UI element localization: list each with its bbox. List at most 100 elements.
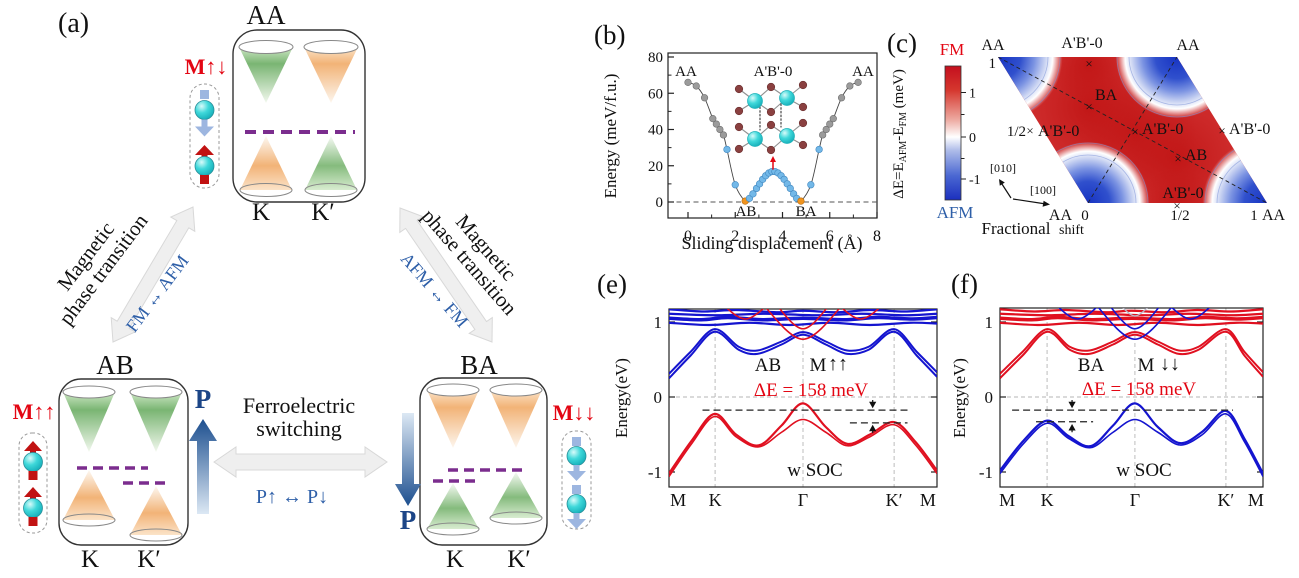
aa-title: AA xyxy=(247,0,286,30)
diagonal-dashed-1 xyxy=(998,57,1267,203)
frac-half-bottom: 1/2 xyxy=(1170,208,1189,224)
plot-frame xyxy=(667,52,878,219)
kpath-label: K xyxy=(1041,490,1054,510)
frac-1-tl: 1 xyxy=(989,56,997,72)
plot-frame xyxy=(999,307,1264,488)
fm-label: FM xyxy=(940,40,965,59)
valley-splitting-markers xyxy=(1012,400,1234,433)
ylabel: Energy (meV/f.u.) xyxy=(601,74,620,199)
ab-spin-capsule: M↑↑ xyxy=(13,399,56,534)
band-structure xyxy=(669,309,937,477)
ferroelectric-switching-arrow xyxy=(213,446,388,478)
tick-label: 1 xyxy=(969,87,976,102)
abp0-right: A'B'-0 xyxy=(1229,121,1270,138)
tick-label: 6 xyxy=(826,228,834,245)
kpath-label: Γ xyxy=(798,490,808,510)
ab-stacking-diagram: AB K K′ xyxy=(58,350,189,573)
dir-100-label: [100] xyxy=(1030,183,1056,197)
stacking-annotation: BA xyxy=(1078,355,1105,376)
aa-corner-tl: AA xyxy=(981,37,1005,54)
ba-spin-capsule: M↓↓ xyxy=(553,400,596,530)
magnetic-transition-arrow-left xyxy=(110,206,196,343)
m-upup-label: M↑↑ xyxy=(13,399,56,424)
panel-c-label: (c) xyxy=(887,28,917,58)
abp0-top: A'B'-0 xyxy=(1061,35,1102,52)
valley-k-label: K xyxy=(81,546,99,573)
x-marker: × xyxy=(1218,123,1225,138)
ylabel: Energy(eV) xyxy=(950,358,969,438)
ferroelectric-label-line1: Ferroelectric xyxy=(243,393,356,418)
ba-minimum-annotation: BA xyxy=(796,204,817,220)
tick-label: 0 xyxy=(656,195,664,211)
ab-point-label: AB xyxy=(1185,147,1207,164)
p-label: P xyxy=(195,384,212,414)
polarization-up: P xyxy=(189,384,217,514)
valley-k-label: K xyxy=(252,199,270,226)
valley-k-label: K xyxy=(446,546,464,573)
abp0-bottom: A'B'-0 xyxy=(1162,185,1203,202)
m-downdown-label: M↓↓ xyxy=(553,400,596,425)
panel-c: (c) FM 1 0 -1 AFM ΔE=EAFM-EFM (meV) xyxy=(887,28,1286,238)
x-marker: × xyxy=(1131,124,1138,139)
soc-annotation: w SOC xyxy=(787,460,842,481)
stacking-annotation: AB xyxy=(755,355,781,376)
kpath-label: M xyxy=(999,490,1015,510)
tick-label: -1 xyxy=(969,173,981,188)
tick-label: 1 xyxy=(654,313,663,332)
tick-label: 80 xyxy=(648,50,663,66)
crystal-directions: [010] [100] xyxy=(990,161,1056,207)
aa-corner-br: AA xyxy=(1262,207,1286,224)
m-updown-label: M↑↓ xyxy=(185,54,228,79)
plot-frame xyxy=(668,308,938,488)
abp0-annotation: A'B'-0 xyxy=(754,64,793,80)
frac-1-br: 1 xyxy=(1250,208,1258,224)
panel-a-label: (a) xyxy=(58,8,89,39)
p-switch-label: P↑ ↔ P↓ xyxy=(256,486,328,508)
valley-splitting-markers xyxy=(702,400,908,433)
soc-annotation: w SOC xyxy=(1116,460,1171,481)
x-marker: × xyxy=(1026,123,1033,138)
axes: 1 0 -1 M K Γ K′ M xyxy=(648,309,937,510)
colorbar-title: ΔE=EAFM-EFM (meV) xyxy=(891,69,909,199)
energy-curve-points xyxy=(684,78,862,205)
crystal-structure-inset xyxy=(734,80,808,170)
panel-f: (f) 1 0 -1 M K Γ K′ M Energy(eV) BA M ↓↓ ΔE = 1… xyxy=(950,269,1264,510)
kpath-label: M xyxy=(670,490,686,510)
high-symmetry-markers: × × × × × × × xyxy=(1026,56,1225,213)
ba-point-label: BA xyxy=(1095,87,1118,104)
p-down-arrow xyxy=(395,413,421,506)
tick-label: 4 xyxy=(779,228,787,245)
valley-kp-label: K′ xyxy=(137,546,161,573)
panel-e-label: (e) xyxy=(597,269,627,299)
colorbar-ticks: 1 0 -1 xyxy=(961,87,981,188)
panel-f-label: (f) xyxy=(951,269,978,299)
tick-label: 20 xyxy=(648,159,663,175)
ab-title: AB xyxy=(96,350,134,380)
dir-010-label: [010] xyxy=(990,161,1016,175)
tick-label: 0 xyxy=(654,388,663,407)
kpath-label: K xyxy=(709,490,722,510)
spin-down-arrows: ↓↓ xyxy=(1160,353,1180,375)
x-marker: × xyxy=(1174,151,1181,166)
afm-label: AFM xyxy=(937,203,974,222)
abp0-left: A'B'-0 xyxy=(1038,123,1079,140)
tick-label: -1 xyxy=(648,463,662,482)
tick-label: 2 xyxy=(731,228,739,245)
x-marker: × xyxy=(1173,198,1180,213)
panel-b-label: (b) xyxy=(594,20,625,50)
valley-kp-label: K′ xyxy=(507,546,531,573)
ba-title: BA xyxy=(460,350,498,380)
p-up-arrow xyxy=(189,419,217,514)
tick-label: 8 xyxy=(873,228,881,245)
aa-spin-capsule: M↑↓ xyxy=(185,54,228,189)
colorbar: FM 1 0 -1 AFM ΔE=EAFM-EFM (meV) xyxy=(891,40,981,222)
magnetization-m: M xyxy=(1138,355,1155,376)
ba-stacking-diagram: BA K K′ xyxy=(419,350,548,573)
tick-label: 60 xyxy=(648,86,663,102)
frac-half-left: 1/2 xyxy=(1007,124,1026,140)
ab-minimum-annotation: AB xyxy=(736,204,757,220)
kpath-label: Γ xyxy=(1130,490,1140,510)
valley-splitting-value: ΔE = 158 meV xyxy=(754,380,869,401)
kpath-label: M xyxy=(1248,490,1264,510)
x-marker: × xyxy=(1085,56,1092,71)
